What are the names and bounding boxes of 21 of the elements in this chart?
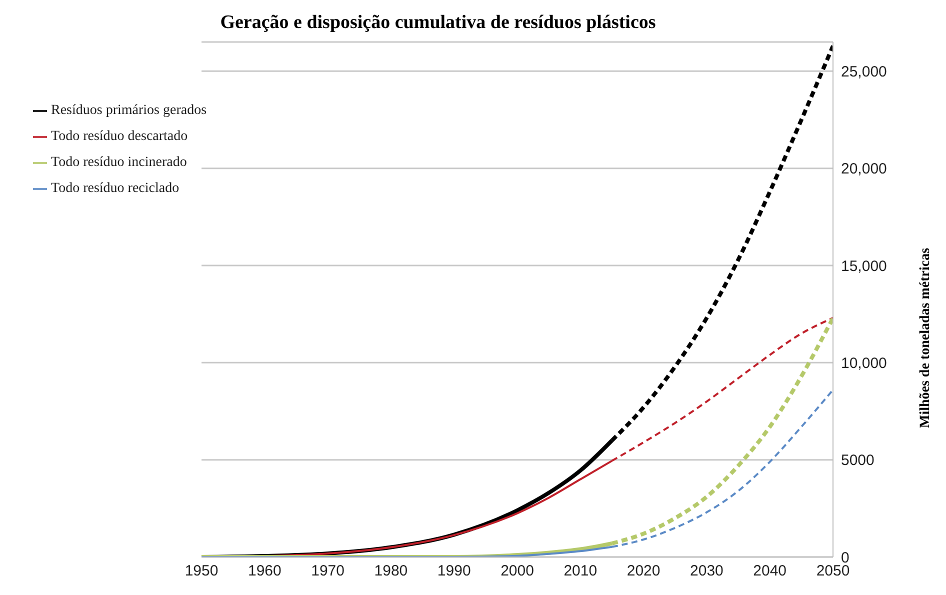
x-tick-label: 2000	[500, 562, 534, 580]
x-tick-label: 1960	[248, 562, 282, 580]
chart-title: Geração e disposição cumulativa de resíduos plásticos	[219, 12, 657, 34]
x-tick-label: 2010	[564, 562, 598, 580]
legend-label: Todo resíduo incinerado	[51, 155, 187, 170]
x-tick-label: 1990	[437, 562, 471, 580]
x-tick-label: 1980	[374, 562, 408, 580]
x-tick-label: 2040	[753, 562, 787, 580]
x-tick-label: 2030	[690, 562, 724, 580]
y-tick-label: 10,000	[841, 354, 887, 372]
y-tick-label: 25,000	[841, 63, 887, 80]
y-tick-label: 15,000	[841, 258, 887, 275]
legend-label: Resíduos primários gerados	[51, 103, 207, 118]
x-tick-label: 1970	[311, 562, 345, 580]
y-tick-label: 5000	[841, 452, 874, 470]
y-axis-title: Milhões de toneladas métricas	[918, 248, 934, 428]
legend-label: Todo resíduo reciclado	[51, 181, 180, 196]
x-tick-label: 1950	[184, 562, 218, 580]
legend-label: Todo resíduo descartado	[51, 129, 188, 144]
y-tick-label: 20,000	[841, 160, 887, 178]
x-tick-label: 2020	[626, 562, 660, 580]
